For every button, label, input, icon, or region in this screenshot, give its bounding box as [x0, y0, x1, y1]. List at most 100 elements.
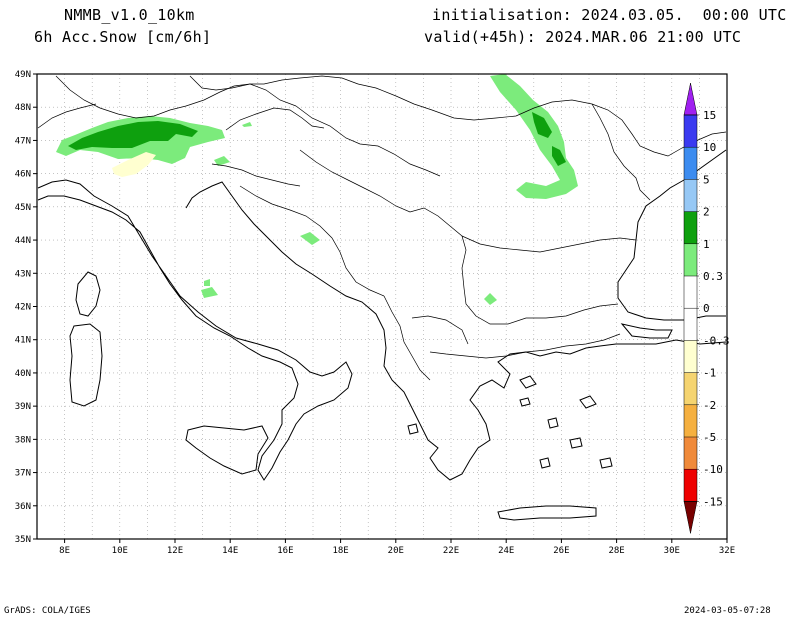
lat-tick-label: 41N [15, 336, 31, 346]
longitude-labels: 8E 10E 12E 14E 16E 18E 20E 22E 24E 26E 28E 30E 32E [59, 539, 735, 556]
border-romania-bulgaria [461, 235, 637, 253]
greece-coast [419, 339, 727, 481]
border-bosnia [239, 185, 385, 297]
lon-tick-label: 30E [664, 546, 680, 556]
carpathian-snow-dark-2 [552, 146, 566, 166]
sicily [185, 425, 269, 475]
lat-tick-label: 37N [15, 469, 31, 479]
aegean-island-6 [579, 395, 597, 409]
border-ukraine-romania [357, 83, 727, 157]
snow-patch-italy-2 [204, 279, 210, 286]
init-time: initialisation: 2024.03.05. 00:00 UTC [432, 6, 787, 24]
legend-label: -2 [703, 399, 716, 412]
border-albania [383, 295, 431, 381]
snow-patch-bulgaria [484, 293, 497, 305]
snow-patch-italy-1 [201, 287, 218, 298]
lon-tick-label: 24E [498, 546, 514, 556]
legend-swatch [684, 276, 697, 309]
lon-tick-label: 20E [388, 546, 404, 556]
lat-tick-label: 40N [15, 369, 31, 379]
border-moldova [591, 103, 651, 201]
border-austria-hungary [225, 107, 325, 131]
ionian-island [407, 423, 419, 435]
lat-tick-label: 49N [15, 70, 31, 80]
lat-tick-label: 44N [15, 236, 31, 246]
aegean-island-3 [569, 437, 583, 449]
lon-tick-label: 14E [222, 546, 238, 556]
corsica [75, 271, 101, 317]
legend-label: 0.3 [703, 270, 723, 283]
lat-tick-label: 45N [15, 203, 31, 213]
legend-cap-bottom [683, 501, 698, 534]
legend-label: -15 [703, 495, 723, 508]
border-czech-slovakia [189, 75, 359, 91]
lat-tick-label: 35N [15, 535, 31, 545]
lat-tick-label: 42N [15, 303, 31, 313]
border-macedonia [411, 315, 469, 345]
lon-tick-label: 28E [608, 546, 624, 556]
lat-tick-label: 36N [15, 502, 31, 512]
latitude-labels: 49N 48N 47N 46N 45N 44N 43N 42N 41N 40N 39N 38N 37N 3… [15, 70, 37, 545]
legend-cap-top [683, 82, 698, 116]
snow-patch-bosnia [300, 232, 320, 245]
lon-tick-label: 18E [332, 546, 348, 556]
legend-swatch [684, 179, 697, 212]
field-name: 6h Acc.Snow [cm/6h] [34, 28, 212, 46]
marmara-coast [620, 323, 673, 339]
lat-tick-label: 39N [15, 402, 31, 412]
lon-tick-label: 12E [167, 546, 183, 556]
adriatic-east-coast [185, 181, 421, 425]
legend-label: -0.3 [703, 334, 730, 347]
legend-label: -1 [703, 367, 716, 380]
lon-tick-label: 8E [59, 546, 70, 556]
border-france-switz [37, 103, 97, 129]
lat-tick-label: 48N [15, 103, 31, 113]
snow-patch-small [242, 122, 252, 127]
snow-fields [56, 74, 578, 305]
border-greece-north [429, 333, 621, 359]
legend-label: -10 [703, 463, 723, 476]
carpathian-snow-light [490, 74, 578, 199]
aegean-island-5 [539, 457, 551, 469]
lon-tick-label: 10E [112, 546, 128, 556]
legend-swatch [684, 372, 697, 405]
legend-label: 5 [703, 173, 710, 186]
legend-swatch [684, 437, 697, 470]
lon-tick-label: 26E [553, 546, 569, 556]
lat-tick-label: 47N [15, 136, 31, 146]
model-name: NMMB_v1.0_10km [64, 6, 195, 24]
render-timestamp: 2024-03-05-07:28 [684, 606, 771, 616]
aegean-island-2 [547, 417, 559, 429]
legend-label: -5 [703, 431, 716, 444]
sardinia [69, 323, 103, 407]
border-germany [55, 75, 297, 119]
aegean-island-7 [519, 375, 537, 389]
snow-patch-croatia [214, 156, 230, 166]
legend-swatch [684, 211, 697, 244]
legend-label: 15 [703, 109, 716, 122]
legend-label: 2 [703, 206, 710, 219]
lon-tick-label: 32E [719, 546, 735, 556]
legend-swatch [684, 147, 697, 180]
legend-label: 1 [703, 238, 710, 251]
legend-swatch [684, 469, 697, 502]
aegean-island-1 [519, 397, 531, 407]
grads-credit: GrADS: COLA/IGES [4, 606, 91, 616]
border-serbia [299, 149, 619, 325]
crete [497, 505, 597, 521]
italy-coastline [37, 179, 353, 481]
lat-tick-label: 46N [15, 170, 31, 180]
borders [37, 75, 727, 381]
lat-tick-label: 38N [15, 435, 31, 445]
alps-melt [112, 152, 156, 177]
carpathian-snow-dark [532, 112, 552, 138]
color-legend: 15 10 5 2 1 0.3 0 -0.3 -1 -2 -5 -10 -15 [683, 82, 730, 534]
border-croatia-slovenia [211, 163, 301, 187]
legend-label: 0 [703, 302, 710, 315]
legend-swatch [684, 308, 697, 341]
legend-swatch [684, 243, 697, 276]
valid-time: valid(+45h): 2024.MAR.06 21:00 UTC [424, 28, 742, 46]
aegean-island-4 [599, 457, 613, 469]
coastlines [37, 149, 727, 521]
